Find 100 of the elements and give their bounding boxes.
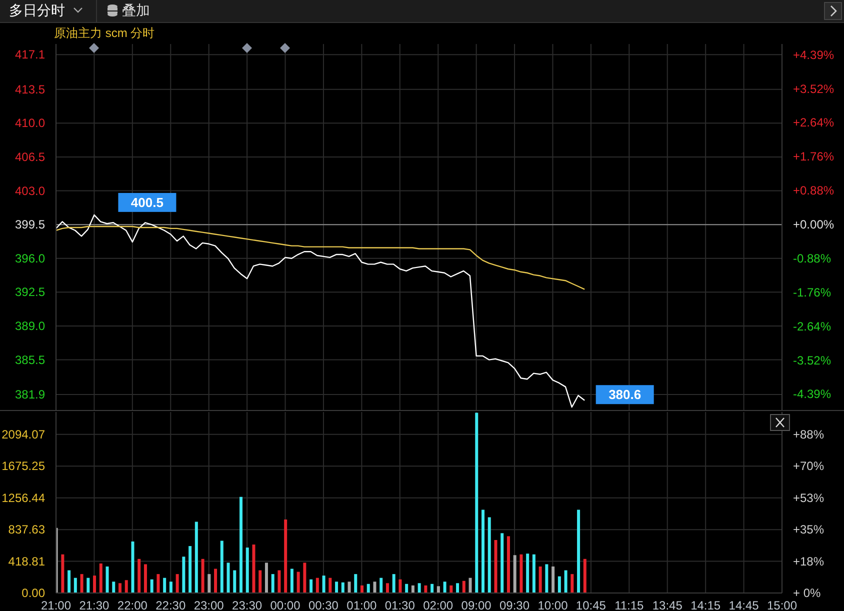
bar: [214, 568, 218, 593]
x-tick-label: 22:00: [117, 598, 148, 611]
bar: [194, 522, 198, 593]
bar: [226, 562, 230, 593]
bar: [564, 570, 568, 593]
x-tick-label: 01:30: [384, 598, 416, 611]
bar: [182, 556, 186, 593]
bar: [418, 583, 421, 593]
x-tick-label: 15:00: [766, 598, 798, 611]
bar: [430, 584, 434, 593]
bar: [322, 576, 326, 593]
x-tick-label: 01:00: [346, 598, 378, 611]
bar: [462, 580, 466, 593]
bar: [284, 520, 288, 593]
bar: [201, 558, 204, 593]
y-tick-label: 403.0: [14, 184, 46, 198]
bar: [360, 585, 364, 593]
x-tick-label: 02:00: [423, 598, 454, 611]
y-tick-label: 837.63: [8, 522, 46, 537]
x-tick-label: 13:45: [652, 598, 683, 611]
bar: [163, 578, 166, 593]
y-tick-label: 413.5: [14, 82, 46, 96]
bar: [328, 578, 332, 593]
x-tick-label: 21:30: [79, 598, 110, 611]
y-tick-label: 389.0: [14, 318, 46, 333]
bar: [316, 578, 319, 593]
y-tick-label: 1675.25: [2, 459, 46, 474]
bar: [520, 554, 523, 593]
bar: [220, 540, 224, 593]
y-tick-label: 2094.07: [2, 427, 46, 442]
text: 叠加: [122, 2, 150, 20]
y2-tick-label: +3.52%: [793, 82, 834, 96]
bar: [271, 574, 274, 593]
bar: [188, 546, 192, 593]
y2-tick-label: +88%: [793, 427, 824, 442]
bar: [468, 578, 472, 593]
bar: [156, 574, 160, 593]
y-tick-label: 406.5: [14, 150, 46, 164]
x-tick-label: 00:30: [308, 598, 339, 611]
bar: [233, 570, 236, 593]
bar: [538, 566, 542, 593]
bar: [545, 564, 548, 593]
bar: [290, 568, 294, 593]
x-tick-label: 11:15: [614, 598, 644, 611]
bar: [500, 533, 504, 593]
bar: [450, 585, 453, 593]
bar: [112, 582, 116, 593]
bar: [411, 585, 414, 593]
bar: [583, 558, 586, 593]
bar: [106, 566, 109, 593]
y-tick-label: 392.5: [14, 285, 46, 300]
line-series: [56, 214, 586, 408]
bar: [131, 542, 134, 593]
y2-tick-label: -1.76%: [793, 285, 832, 300]
bar: [118, 583, 122, 593]
bar: [240, 496, 242, 593]
bar: [513, 555, 516, 593]
y2-tick-label: +2.64%: [793, 116, 834, 130]
bar: [488, 517, 491, 593]
bar: [278, 570, 281, 593]
line-series: [56, 226, 586, 290]
x-tick-label: 23:30: [232, 598, 262, 611]
x-tick-label: 00:00: [270, 598, 301, 611]
x-tick-label: 22:30: [156, 598, 186, 611]
y2-tick-label: +18%: [793, 554, 824, 568]
y-tick-label: 417.1: [14, 48, 46, 62]
y2-tick-label: +53%: [793, 490, 824, 505]
y-tick-label: 0.00: [22, 586, 46, 600]
y2-tick-label: +0.00%: [793, 218, 834, 232]
x-tick-label: 09:30: [500, 598, 530, 611]
bar: [436, 586, 440, 593]
y2-tick-label: +4.39%: [793, 48, 834, 62]
bar: [405, 584, 408, 593]
y2-tick-label: +0.88%: [793, 184, 834, 198]
bar: [264, 562, 268, 593]
y2-tick-label: -4.39%: [793, 386, 832, 401]
bar: [169, 582, 172, 593]
y-tick-label: 418.81: [8, 554, 46, 568]
y2-tick-label: +1.76%: [793, 150, 834, 164]
bar: [386, 583, 389, 593]
bar: [506, 536, 510, 593]
y-tick-label: 399.5: [14, 218, 46, 232]
bar: [443, 582, 446, 593]
y-tick-label: 396.0: [14, 251, 46, 266]
bar: [482, 510, 484, 593]
bar: [558, 576, 561, 593]
bar: [144, 564, 147, 593]
bar: [68, 570, 71, 593]
bar: [456, 583, 460, 593]
bar: [310, 579, 313, 593]
x-tick-label: 10:00: [538, 598, 568, 611]
y-tick-label: 410.0: [14, 116, 46, 130]
bar: [392, 574, 396, 593]
y2-tick-label: -0.88%: [793, 252, 832, 266]
bar: [208, 574, 211, 593]
y2-tick-label: +35%: [793, 522, 824, 537]
chart-title: 原油主力 scm 分时: [54, 25, 155, 42]
bar: [124, 580, 128, 593]
bar: [176, 574, 179, 593]
y2-tick-label: +70%: [793, 459, 824, 474]
